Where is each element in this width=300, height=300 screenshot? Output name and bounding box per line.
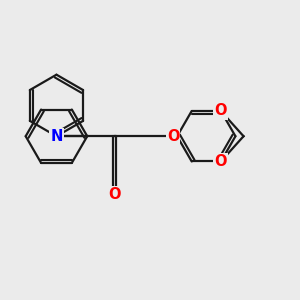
Text: N: N	[50, 129, 63, 144]
Text: O: O	[167, 129, 179, 144]
Text: O: O	[109, 187, 121, 202]
Text: O: O	[214, 103, 227, 118]
Text: O: O	[214, 154, 227, 169]
